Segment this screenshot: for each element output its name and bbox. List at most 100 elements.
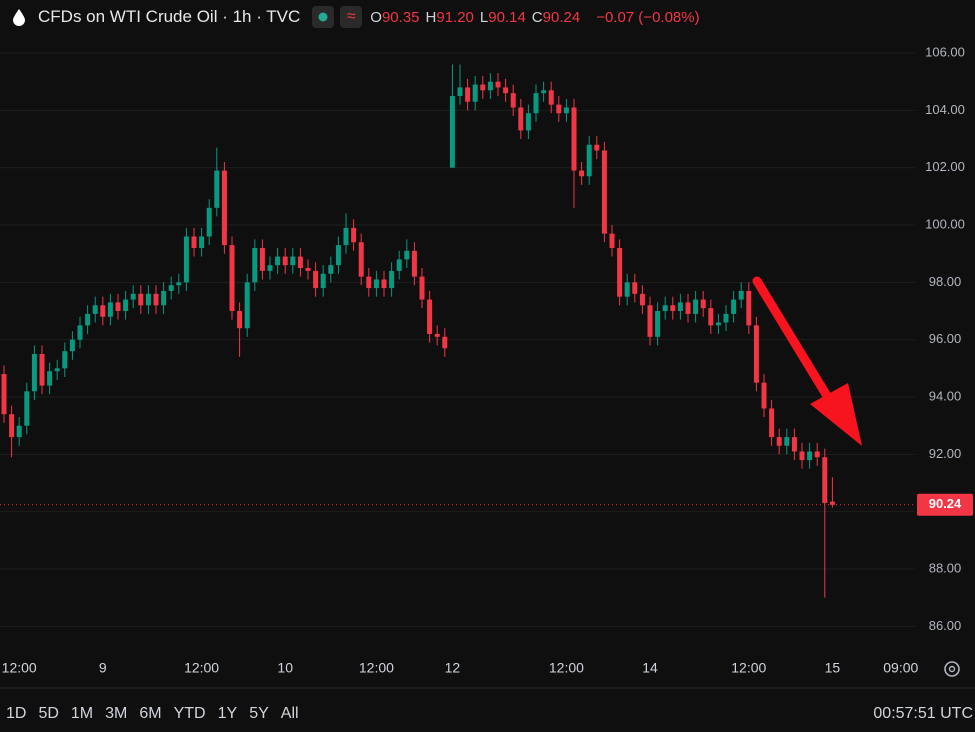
candle-body [465,87,471,102]
candle-body [655,311,661,337]
candle-body [761,382,767,409]
candle-body [229,245,235,312]
candle-body [769,408,775,438]
range-button[interactable]: 1D [6,705,27,722]
candle-body [571,107,577,171]
candle-body [829,501,835,505]
range-button[interactable]: 5Y [249,705,269,722]
candle-body [746,290,752,326]
gear-ring[interactable] [944,661,960,677]
candle-body [662,305,668,312]
candle-body [168,285,174,291]
candle-body [624,282,630,297]
candle-body [206,207,212,237]
candle-body [472,84,478,102]
candle-body [24,391,30,426]
candle-body [579,170,585,177]
candle-body [282,256,288,266]
candle-body [176,282,182,286]
candle-body [609,233,615,248]
settings-icon[interactable] [944,661,960,677]
droplet [13,9,25,26]
candle-body [776,437,782,446]
status-dot [318,12,328,22]
x-tick-label: 09:00 [883,660,918,676]
candle-body [267,265,273,271]
candle-body [297,256,303,269]
x-tick-label: 12 [445,660,461,676]
range-button[interactable]: 1Y [217,705,238,722]
bottom-toolbar: 00:57:51 UTC 1D 5D 1M 3M 6M YTD 1Y 5Y All [0,700,975,728]
candle-body [69,339,75,352]
candle-body [723,313,729,323]
candle-body [313,270,319,289]
ohlc-value: 90.14 [488,8,526,26]
candle-body [259,247,265,271]
last-price-label: 90.24 [929,496,962,511]
range-button[interactable]: 3M [105,705,128,722]
candle-body [799,451,805,461]
candle-body [411,250,417,277]
range-button[interactable]: 1M [70,705,94,722]
range-button[interactable]: YTD [173,705,206,722]
candle-body [533,93,539,114]
ohlc-value: 91.20 [436,8,474,26]
x-tick-label: 15 [825,660,841,676]
ohlc-value: 90.24 [542,8,581,26]
change: −0.07 (−0.08%) [596,8,700,26]
candle-body [480,84,486,91]
y-tick-label: 88.00 [929,560,962,575]
candle-body [77,325,83,340]
x-tick-label: 12:00 [184,660,219,676]
candle-body [457,87,463,97]
annotation-arrow [752,276,862,446]
x-tick-label: 12:00 [549,660,584,676]
candle-body [39,354,45,386]
candle-body [442,336,448,349]
candle-body [594,144,600,151]
candle-body [449,96,455,168]
status-badge[interactable] [312,6,335,28]
candle-body [510,93,516,108]
ohlc-values: O90.35 H91.20 L90.14 C90.24 [370,9,586,26]
x-tick-label: 14 [642,660,658,676]
candle-body [670,305,676,312]
gear-center[interactable] [948,665,956,673]
symbol-title: CFDs on WTI Crude Oil · 1h · TVC [38,7,301,26]
last-price-box [917,493,973,516]
ohlc-value: 90.35 [381,8,420,26]
candle-body [556,104,562,114]
candle-body [358,242,364,277]
candle-body [199,236,205,248]
candle-body [541,90,547,94]
candle-body [335,245,341,266]
candle-body [153,293,159,306]
candle-body [487,81,493,91]
candle-body [548,90,554,105]
range-button[interactable]: 6M [139,705,162,722]
x-tick-label: 10 [277,660,293,676]
candle-body [237,311,243,329]
y-tick-label: 100.00 [925,216,965,231]
symbol-icon [13,9,25,26]
x-tick-label: 9 [99,660,107,676]
candle-body [632,282,638,294]
range-button[interactable]: All [280,705,299,722]
y-tick-label: 94.00 [929,388,962,403]
candle-body [115,302,121,312]
candle-body [389,270,395,289]
y-tick-label: 102.00 [925,159,965,174]
candle-body [807,451,813,461]
candle-body [434,333,440,337]
delay-badge[interactable]: ≈ [340,6,363,28]
ohlc-key: L [479,8,489,26]
clock[interactable]: 00:57:51 UTC [873,705,973,722]
range-button[interactable]: 5D [38,705,59,722]
ohlc-key: H [425,8,437,26]
candle-body [161,290,167,306]
candle-body [419,276,425,300]
candle-body [563,107,569,114]
ohlc-key: C [531,8,543,26]
